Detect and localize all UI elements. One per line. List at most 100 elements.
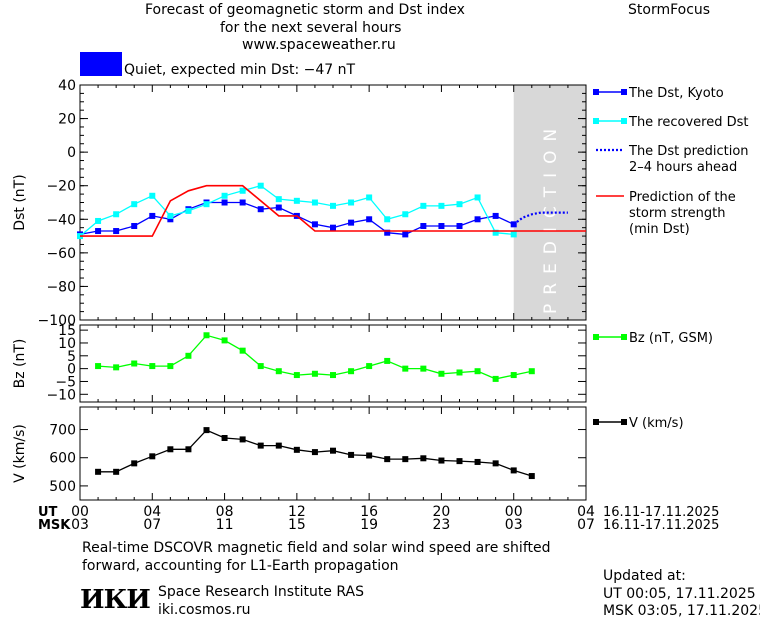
footnote-line1: Real-time DSCOVR magnetic field and sola… [82, 540, 551, 556]
data-point [330, 372, 336, 379]
updated-ut: UT 00:05, 17.11.2025 [603, 586, 756, 602]
organization-name: Space Research Institute RAS [158, 584, 364, 600]
brand-name: StormFocus [628, 2, 711, 18]
y-tick-label: 15 [58, 323, 76, 339]
updated-label: Updated at: [603, 568, 686, 584]
data-point [257, 442, 264, 449]
status-color-swatch [80, 52, 122, 76]
msk-tick-label: 19 [360, 517, 378, 533]
data-point [113, 364, 120, 371]
data-point [221, 199, 228, 206]
data-point [239, 347, 246, 354]
data-point [420, 365, 427, 372]
y-tick-label: −80 [46, 279, 76, 295]
website-link[interactable]: www.spaceweather.ru [242, 37, 396, 53]
data-point [366, 194, 373, 201]
data-point [203, 427, 210, 434]
data-point [311, 449, 318, 456]
data-point [131, 201, 138, 208]
y-tick-label: 0 [67, 362, 76, 378]
data-point [510, 231, 517, 238]
data-point [203, 201, 210, 208]
data-point [510, 221, 517, 228]
data-point [420, 202, 427, 209]
msk-tick-label: 03 [71, 517, 89, 533]
data-point [348, 219, 355, 226]
legend-marker [621, 419, 627, 425]
legend-marker [621, 89, 627, 95]
prediction-label: PREDICTION [541, 120, 561, 314]
data-point [221, 192, 228, 199]
data-point [384, 229, 391, 236]
data-point [293, 197, 300, 204]
ut-tick-label: 00 [505, 504, 523, 520]
data-point [474, 216, 481, 223]
organization-link[interactable]: iki.cosmos.ru [158, 602, 251, 618]
msk-tick-label: 23 [433, 517, 451, 533]
data-point [221, 435, 228, 441]
data-point [492, 375, 499, 382]
data-point [528, 473, 535, 480]
ut-tick-label: 12 [288, 504, 306, 520]
data-point [131, 360, 138, 367]
msk-date-range: 16.11-17.11.2025 [603, 518, 719, 533]
y-tick-label: 500 [49, 479, 76, 495]
data-point [167, 446, 174, 453]
data-point [95, 228, 102, 235]
y-axis-label: V (km/s) [12, 424, 28, 483]
data-point [149, 212, 156, 219]
data-point [330, 224, 336, 231]
y-tick-label: 20 [58, 112, 76, 128]
data-point [456, 223, 463, 229]
legend-marker [621, 334, 627, 340]
ut-tick-label: 08 [216, 504, 234, 520]
data-point [402, 365, 409, 372]
data-point [257, 206, 264, 213]
y-tick-label: −100 [38, 313, 76, 329]
legend-label: 2–4 hours ahead [629, 160, 737, 175]
data-point [239, 187, 246, 194]
msk-label: MSK [38, 518, 71, 533]
updated-msk: MSK 03:05, 17.11.2025 [603, 603, 760, 619]
ut-tick-label: 04 [143, 504, 161, 520]
y-tick-label: 600 [49, 451, 76, 467]
data-point [113, 468, 120, 475]
y-tick-label: −40 [46, 212, 76, 228]
data-point [384, 216, 391, 223]
data-point [275, 204, 282, 211]
data-point [348, 368, 355, 375]
data-point [257, 363, 264, 370]
y-tick-label: 40 [58, 78, 76, 94]
ut-tick-label: 04 [577, 504, 595, 520]
data-point [311, 370, 318, 377]
y-axis-label: Dst (nT) [12, 174, 28, 230]
data-point [456, 369, 463, 376]
data-point [311, 199, 318, 206]
ut-date-range: 16.11-17.11.2025 [603, 505, 719, 520]
legend-label: The recovered Dst [628, 115, 748, 130]
data-point [420, 455, 427, 462]
y-tick-label: −20 [46, 179, 76, 195]
y-tick-label: 700 [49, 423, 76, 439]
data-point [366, 216, 373, 223]
series-line [513, 211, 568, 226]
y-tick-label: −5 [55, 374, 76, 390]
footnote-line2: forward, accounting for L1-Earth propaga… [82, 558, 399, 574]
data-point [492, 460, 499, 467]
ut-tick-label: 16 [360, 504, 378, 520]
data-point [384, 357, 391, 364]
chart-title-line2: for the next several hours [220, 20, 402, 36]
data-point [438, 457, 445, 464]
data-point [492, 212, 499, 219]
status-label: Quiet, expected min Dst: −47 nT [124, 62, 356, 78]
msk-tick-label: 15 [288, 517, 306, 533]
data-point [257, 182, 264, 189]
data-point [420, 223, 427, 229]
legend-marker [593, 419, 599, 425]
data-point [366, 452, 373, 459]
legend-label: storm strength [629, 206, 726, 221]
data-point [348, 451, 355, 458]
msk-tick-label: 03 [505, 517, 523, 533]
data-point [311, 221, 318, 228]
